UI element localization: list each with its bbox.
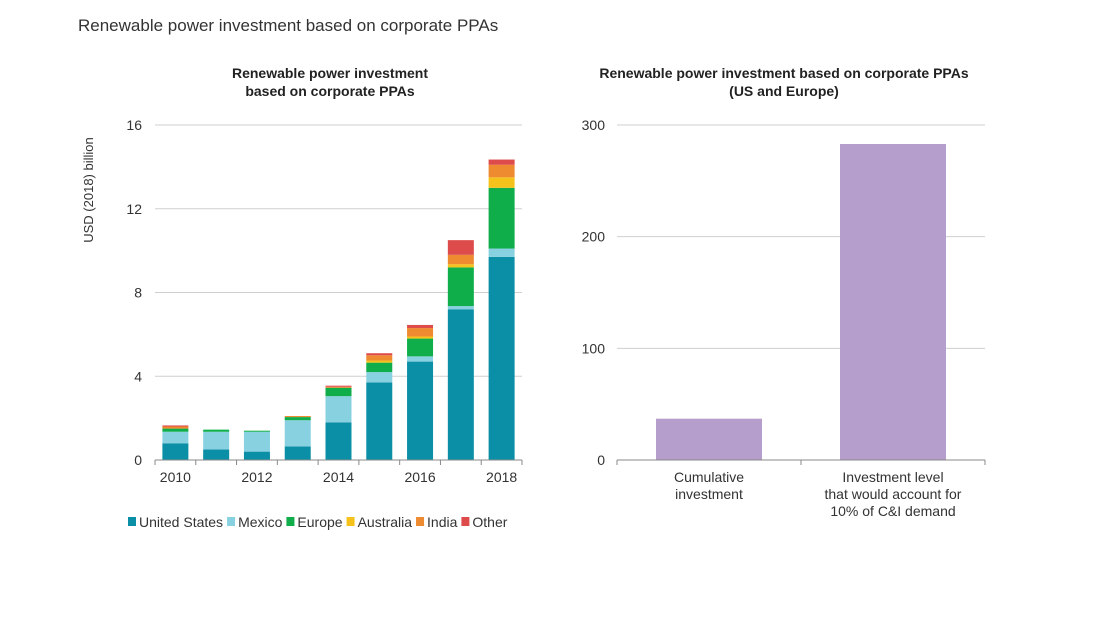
left-y-axis-label: USD (2018) billion — [81, 137, 96, 243]
bar-segment — [162, 426, 189, 429]
y-tick-label: 300 — [582, 117, 606, 133]
bar-segment — [162, 431, 189, 444]
y-tick-label: 100 — [582, 340, 606, 356]
bar-segment — [407, 324, 434, 329]
bar-segment — [203, 429, 230, 432]
x-tick-label: 2014 — [323, 469, 354, 485]
bar-segment — [447, 264, 474, 268]
bar-segment — [447, 267, 474, 307]
y-tick-label: 4 — [134, 368, 142, 384]
bar-segment — [488, 164, 515, 178]
simple-bar-chart: Renewable power investment based on corp… — [582, 65, 986, 519]
bar-segment — [407, 338, 434, 357]
bar-segment — [447, 309, 474, 460]
legend: United States Mexico Europe Australia India O… — [128, 514, 508, 530]
legend-label: India — [427, 514, 458, 530]
bar — [656, 418, 762, 460]
bar-segment — [243, 431, 270, 452]
legend-swatch — [461, 517, 470, 526]
x-tick-label: Cumulative investment — [674, 469, 744, 502]
bar-segment — [488, 177, 515, 188]
x-tick-label: 2018 — [486, 469, 517, 485]
right-y-tick-labels: 0 100 200 300 — [582, 117, 606, 468]
right-x-axis: Cumulative investment Investment level that… — [616, 459, 986, 519]
bar-segment — [447, 254, 474, 265]
bar-segment — [325, 396, 352, 423]
bar-segment — [284, 416, 311, 418]
y-tick-label: 12 — [126, 201, 142, 217]
bar-segment — [325, 386, 352, 388]
bar-segment — [162, 425, 189, 427]
bar-segment — [488, 248, 515, 257]
bar-segment — [366, 360, 393, 363]
x-tick-label-line: investment — [675, 486, 743, 502]
bar-segment — [407, 361, 434, 460]
x-tick-label: 2016 — [404, 469, 435, 485]
bar-segment — [366, 372, 393, 383]
legend-swatch — [286, 517, 295, 526]
bar-segment — [284, 420, 311, 447]
left-bars — [162, 159, 515, 460]
legend-label: United States — [139, 514, 223, 530]
y-tick-label: 16 — [126, 117, 142, 133]
x-tick-label-line: that would account for — [825, 486, 962, 502]
bar-segment — [366, 362, 393, 373]
x-tick-label-line: Investment level — [842, 469, 943, 485]
left-x-axis: 2010 2012 2014 2016 2018 — [154, 459, 523, 485]
legend-label: Europe — [297, 514, 342, 530]
bar-segment — [325, 422, 352, 460]
bar-segment — [162, 428, 189, 432]
right-chart-title-line-2: (US and Europe) — [729, 83, 839, 99]
page-title: Renewable power investment based on corp… — [78, 16, 499, 35]
x-tick-label: 2012 — [241, 469, 272, 485]
x-tick-label: Investment level that would account for 10… — [825, 469, 962, 519]
bar-segment — [243, 430, 270, 432]
legend-swatch — [416, 517, 425, 526]
bar-segment — [243, 451, 270, 460]
bar-segment — [203, 431, 230, 450]
legend-swatch — [227, 517, 236, 526]
bar-segment — [284, 417, 311, 421]
right-chart-title-line-1: Renewable power investment based on corp… — [599, 65, 968, 81]
legend-swatch — [346, 517, 355, 526]
bar-segment — [325, 387, 352, 397]
bar — [840, 143, 946, 460]
bar-segment — [447, 306, 474, 310]
y-tick-label: 0 — [597, 452, 605, 468]
y-tick-label: 8 — [134, 285, 142, 301]
legend-label: Australia — [358, 514, 413, 530]
bar-segment — [447, 240, 474, 255]
bar-segment — [488, 159, 515, 165]
stacked-bar-chart: Renewable power investment based on corp… — [81, 65, 523, 530]
y-tick-label: 0 — [134, 452, 142, 468]
bar-segment — [488, 187, 515, 249]
legend-label: Mexico — [238, 514, 283, 530]
y-tick-label: 200 — [582, 229, 606, 245]
x-tick-label-line: Cumulative — [674, 469, 744, 485]
right-bars — [656, 143, 946, 460]
bar-segment — [366, 382, 393, 460]
bar-segment — [162, 443, 189, 460]
left-chart-title-line-2: based on corporate PPAs — [245, 83, 415, 99]
bar-segment — [325, 385, 352, 387]
legend-swatch — [128, 517, 136, 526]
x-tick-label: 2010 — [160, 469, 191, 485]
left-chart-title-line-1: Renewable power investment — [232, 65, 428, 81]
bar-segment — [366, 353, 393, 356]
legend-label: Other — [472, 514, 507, 530]
bar-segment — [203, 449, 230, 460]
bar-segment — [488, 256, 515, 460]
bar-segment — [407, 356, 434, 362]
left-y-tick-labels: 0 4 8 12 16 — [126, 117, 142, 468]
bar-segment — [284, 446, 311, 460]
bar-segment — [407, 328, 434, 337]
bar-segment — [407, 336, 434, 339]
bar-segment — [366, 355, 393, 361]
x-tick-label-line: 10% of C&I demand — [830, 503, 955, 519]
